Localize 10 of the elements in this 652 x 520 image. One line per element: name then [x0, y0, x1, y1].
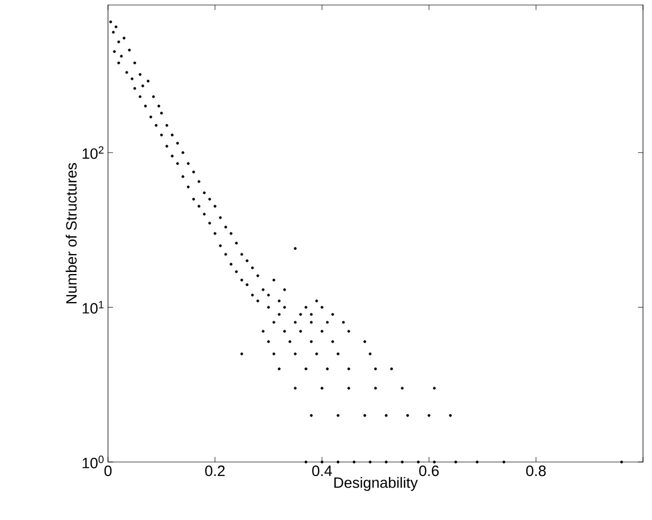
- x-tick-label: 0.8: [526, 466, 546, 476]
- y-tick-label: 10$^{0}$: [82, 456, 104, 468]
- x-tick-label: 0.4: [312, 466, 332, 476]
- x-tick-label: 0.2: [205, 466, 225, 476]
- y-tick-label: 10$^{2}$: [82, 146, 104, 159]
- x-axis-title: Designability: [334, 476, 418, 491]
- y-tick-label: 10$^{1}$: [82, 301, 104, 314]
- y-axis-title: Number of Structures: [66, 163, 77, 304]
- x-tick-label: 0.6: [419, 466, 439, 476]
- x-tick-label: 0: [104, 466, 112, 476]
